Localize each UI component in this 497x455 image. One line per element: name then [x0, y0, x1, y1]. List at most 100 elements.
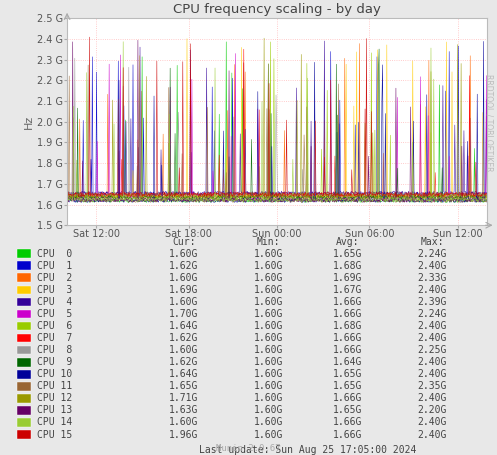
Text: 1.66G: 1.66G	[333, 297, 363, 307]
Bar	[17, 261, 31, 270]
Text: CPU 10: CPU 10	[37, 369, 73, 379]
Text: RRDTOOL / TOBI OETIKER: RRDTOOL / TOBI OETIKER	[485, 74, 494, 172]
Text: CPU  6: CPU 6	[37, 321, 73, 331]
Text: 2.39G: 2.39G	[417, 297, 447, 307]
Text: 2.40G: 2.40G	[417, 418, 447, 427]
Text: 1.71G: 1.71G	[169, 394, 199, 403]
Text: CPU 14: CPU 14	[37, 418, 73, 427]
Text: 1.63G: 1.63G	[169, 405, 199, 415]
Text: 1.66G: 1.66G	[333, 418, 363, 427]
Text: 1.60G: 1.60G	[253, 381, 283, 391]
Text: 1.96G: 1.96G	[169, 430, 199, 440]
Text: 2.40G: 2.40G	[417, 369, 447, 379]
Text: 1.65G: 1.65G	[333, 405, 363, 415]
Bar	[17, 382, 31, 390]
Text: 2.40G: 2.40G	[417, 357, 447, 367]
Bar	[17, 286, 31, 294]
Bar	[17, 298, 31, 306]
Text: 2.25G: 2.25G	[417, 345, 447, 355]
Text: 1.65G: 1.65G	[333, 249, 363, 258]
Text: 1.62G: 1.62G	[169, 261, 199, 271]
Bar	[17, 273, 31, 282]
Text: 1.60G: 1.60G	[253, 297, 283, 307]
Text: 1.60G: 1.60G	[253, 418, 283, 427]
Text: 2.24G: 2.24G	[417, 249, 447, 258]
Text: 2.40G: 2.40G	[417, 333, 447, 343]
Text: 1.60G: 1.60G	[253, 394, 283, 403]
Text: 2.33G: 2.33G	[417, 273, 447, 283]
Text: 1.64G: 1.64G	[169, 321, 199, 331]
Text: 1.66G: 1.66G	[333, 345, 363, 355]
Bar	[17, 370, 31, 379]
Text: 1.69G: 1.69G	[169, 285, 199, 295]
Text: 1.60G: 1.60G	[169, 418, 199, 427]
Text: 1.66G: 1.66G	[333, 309, 363, 319]
Text: 1.60G: 1.60G	[169, 249, 199, 258]
Text: 2.40G: 2.40G	[417, 321, 447, 331]
Text: CPU  8: CPU 8	[37, 345, 73, 355]
Text: 1.62G: 1.62G	[169, 357, 199, 367]
Text: 1.68G: 1.68G	[333, 261, 363, 271]
Bar	[17, 309, 31, 318]
Text: 1.60G: 1.60G	[253, 321, 283, 331]
Text: 1.66G: 1.66G	[333, 333, 363, 343]
Text: 2.40G: 2.40G	[417, 430, 447, 440]
Y-axis label: Hz: Hz	[24, 115, 34, 129]
Text: 2.35G: 2.35G	[417, 381, 447, 391]
Bar	[17, 334, 31, 342]
Bar	[17, 394, 31, 403]
Bar	[17, 418, 31, 427]
Text: 1.60G: 1.60G	[253, 261, 283, 271]
Text: 1.60G: 1.60G	[253, 309, 283, 319]
Text: CPU  3: CPU 3	[37, 285, 73, 295]
Text: 1.62G: 1.62G	[169, 333, 199, 343]
Text: 1.69G: 1.69G	[333, 273, 363, 283]
Text: 1.65G: 1.65G	[333, 381, 363, 391]
Text: CPU 13: CPU 13	[37, 405, 73, 415]
Text: 1.60G: 1.60G	[169, 273, 199, 283]
Text: Min:: Min:	[256, 237, 280, 247]
Text: Last update: Sun Aug 25 17:05:00 2024: Last update: Sun Aug 25 17:05:00 2024	[199, 445, 417, 455]
Text: 1.60G: 1.60G	[253, 273, 283, 283]
Bar	[17, 406, 31, 415]
Text: 1.60G: 1.60G	[253, 405, 283, 415]
Text: 1.60G: 1.60G	[253, 369, 283, 379]
Bar	[17, 346, 31, 354]
Text: CPU 11: CPU 11	[37, 381, 73, 391]
Text: 2.40G: 2.40G	[417, 394, 447, 403]
Text: 2.40G: 2.40G	[417, 261, 447, 271]
Bar	[17, 322, 31, 330]
Text: 1.65G: 1.65G	[169, 381, 199, 391]
Text: 1.66G: 1.66G	[333, 430, 363, 440]
Text: 1.60G: 1.60G	[169, 297, 199, 307]
Text: 1.64G: 1.64G	[333, 357, 363, 367]
Bar	[17, 358, 31, 367]
Text: CPU  9: CPU 9	[37, 357, 73, 367]
Text: 1.65G: 1.65G	[333, 369, 363, 379]
Text: CPU  0: CPU 0	[37, 249, 73, 258]
Text: 1.60G: 1.60G	[253, 333, 283, 343]
Text: 1.70G: 1.70G	[169, 309, 199, 319]
Text: 1.60G: 1.60G	[253, 345, 283, 355]
Text: 1.66G: 1.66G	[333, 394, 363, 403]
Text: Munin 2.0.67: Munin 2.0.67	[216, 444, 281, 453]
Text: 1.68G: 1.68G	[333, 321, 363, 331]
Text: 1.60G: 1.60G	[253, 249, 283, 258]
Text: Cur:: Cur:	[172, 237, 196, 247]
Text: CPU 12: CPU 12	[37, 394, 73, 403]
Text: CPU  2: CPU 2	[37, 273, 73, 283]
Text: 1.60G: 1.60G	[169, 345, 199, 355]
Title: CPU frequency scaling - by day: CPU frequency scaling - by day	[173, 3, 381, 15]
Text: 1.64G: 1.64G	[169, 369, 199, 379]
Text: CPU  7: CPU 7	[37, 333, 73, 343]
Text: 1.60G: 1.60G	[253, 430, 283, 440]
Text: 1.67G: 1.67G	[333, 285, 363, 295]
Bar	[17, 249, 31, 258]
Bar	[17, 430, 31, 439]
Text: 1.60G: 1.60G	[253, 285, 283, 295]
Text: 2.24G: 2.24G	[417, 309, 447, 319]
Text: 1.60G: 1.60G	[253, 357, 283, 367]
Text: CPU 15: CPU 15	[37, 430, 73, 440]
Text: 2.40G: 2.40G	[417, 285, 447, 295]
Text: CPU  1: CPU 1	[37, 261, 73, 271]
